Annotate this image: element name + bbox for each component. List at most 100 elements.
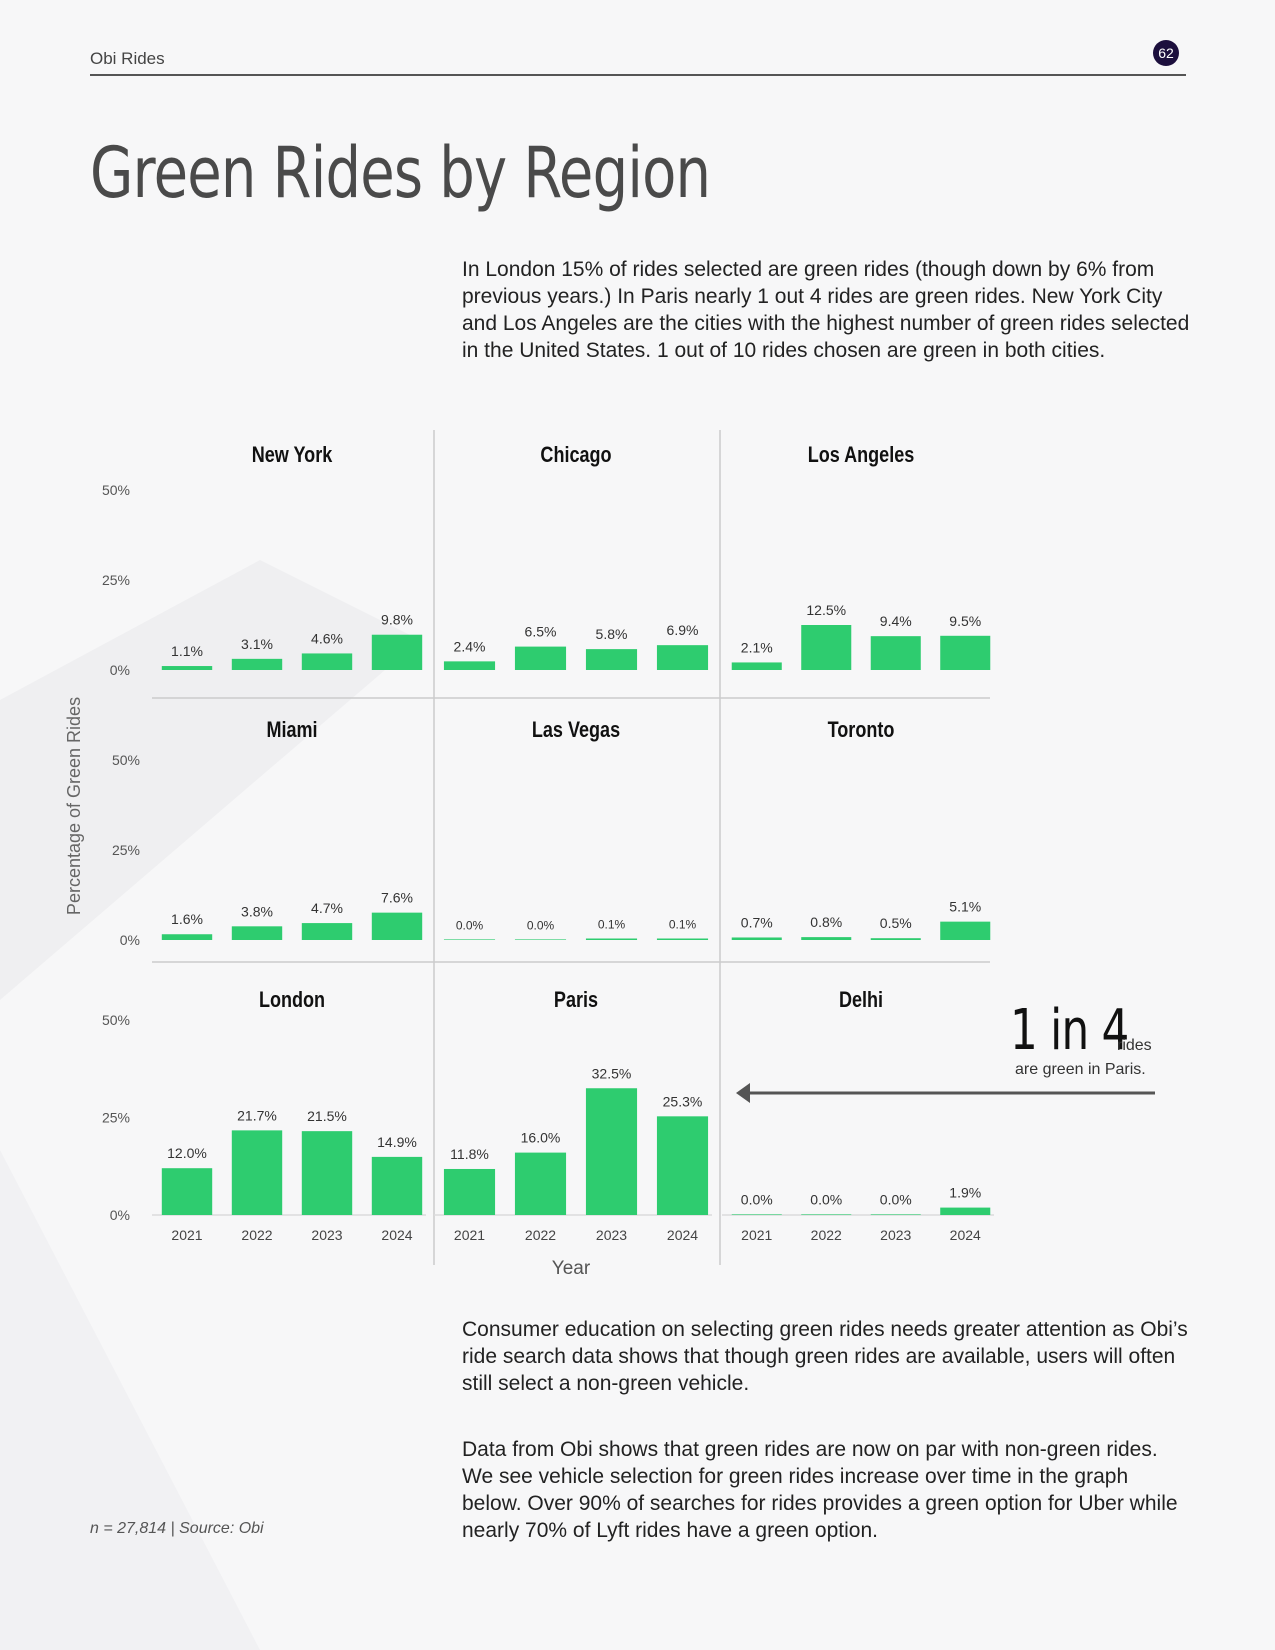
bar — [940, 921, 991, 940]
data-label: 4.7% — [311, 900, 343, 916]
bar — [371, 912, 423, 940]
y-tick-label: 25% — [102, 572, 130, 588]
y-tick-label: 0% — [110, 1207, 130, 1223]
bar — [301, 653, 353, 670]
data-label: 2.1% — [741, 639, 773, 655]
bar — [443, 661, 496, 670]
x-tick-label: 2021 — [454, 1227, 485, 1243]
data-label: 1.1% — [171, 643, 203, 659]
data-label: 0.8% — [810, 914, 842, 930]
data-label: 0.1% — [598, 918, 626, 932]
bar — [585, 938, 638, 940]
panel-title: Los Angeles — [808, 443, 915, 467]
bar — [301, 923, 353, 940]
bar — [870, 938, 921, 940]
callout-figure: 1 in 4 — [1010, 998, 1129, 1063]
x-axis-title: Year — [552, 1258, 591, 1279]
y-tick-label: 0% — [110, 662, 130, 678]
bar — [731, 1214, 782, 1215]
bar — [801, 625, 852, 670]
small-multiples-bar-chart: 0% 25% 50% 0% 25% 50% 0% 25% 50% New York 1.1% 3.1%… — [64, 430, 1155, 1279]
data-label: 11.8% — [450, 1146, 489, 1162]
header-divider — [90, 74, 1186, 76]
x-tick-label: 2024 — [667, 1227, 698, 1243]
y-axis-title: Percentage of Green Rides — [64, 697, 84, 915]
bar — [231, 926, 283, 940]
bar — [161, 1168, 213, 1215]
source-note: n = 27,814 | Source: Obi — [90, 1520, 264, 1537]
panel-title: Paris — [554, 988, 598, 1012]
bar — [940, 1207, 991, 1215]
bar — [231, 658, 283, 670]
data-label: 0.0% — [880, 1191, 912, 1207]
bar — [514, 939, 567, 940]
x-tick-label: 2022 — [241, 1227, 272, 1243]
data-label: 21.5% — [307, 1108, 347, 1124]
x-tick-label: 2021 — [741, 1227, 772, 1243]
data-label: 0.0% — [741, 1191, 773, 1207]
data-label: 0.0% — [456, 918, 484, 932]
bar — [371, 634, 423, 670]
y-tick-label: 50% — [102, 482, 130, 498]
page-title: Green Rides by Region — [90, 132, 711, 214]
panel-title: New York — [252, 443, 333, 467]
callout-arrow-head-icon — [736, 1083, 750, 1103]
data-label: 32.5% — [592, 1065, 632, 1081]
panel-title: Miami — [266, 718, 317, 742]
panel-title: Delhi — [839, 988, 883, 1012]
bar — [940, 635, 991, 670]
x-tick-label: 2022 — [525, 1227, 556, 1243]
x-tick-label: 2023 — [311, 1227, 342, 1243]
bar — [870, 1214, 921, 1215]
bar — [514, 1152, 567, 1215]
data-label: 1.6% — [171, 911, 203, 927]
data-label: 9.8% — [381, 612, 413, 628]
data-label: 9.5% — [949, 613, 981, 629]
intro-paragraph: In London 15% of rides selected are gree… — [462, 258, 1190, 362]
data-label: 1.9% — [949, 1185, 981, 1201]
panel-title: Chicago — [540, 443, 611, 467]
data-label: 12.0% — [167, 1145, 207, 1161]
y-tick-label: 25% — [112, 842, 140, 858]
data-label: 5.8% — [596, 626, 628, 642]
data-label: 4.6% — [311, 630, 343, 646]
bar — [870, 636, 921, 670]
data-label: 0.5% — [880, 915, 912, 931]
bar — [731, 662, 782, 670]
bar — [801, 937, 852, 940]
page-number-badge: 62 — [1153, 40, 1179, 66]
data-label: 2.4% — [454, 638, 486, 654]
y-tick-label: 25% — [102, 1110, 130, 1126]
data-label: 16.0% — [521, 1130, 561, 1146]
y-tick-label: 0% — [120, 932, 140, 948]
data-label: 5.1% — [949, 899, 981, 915]
bar — [656, 1116, 709, 1215]
data-label: 0.0% — [810, 1191, 842, 1207]
bar — [585, 649, 638, 670]
bar — [656, 645, 709, 670]
data-label: 6.5% — [525, 624, 557, 640]
data-label: 12.5% — [806, 602, 846, 618]
data-label: 21.7% — [237, 1107, 277, 1123]
data-label: 14.9% — [377, 1134, 417, 1150]
bar — [731, 937, 782, 940]
data-label: 3.1% — [241, 636, 273, 652]
data-label: 9.4% — [880, 613, 912, 629]
body-paragraph-data: Data from Obi shows that green rides are… — [462, 1438, 1178, 1542]
panel-title: Toronto — [828, 718, 895, 742]
x-tick-label: 2021 — [171, 1227, 202, 1243]
body-paragraph-education: Consumer education on selecting green ri… — [462, 1318, 1188, 1395]
data-label: 6.9% — [667, 622, 699, 638]
panel-title: London — [259, 988, 325, 1012]
x-tick-label: 2024 — [950, 1227, 981, 1243]
bar — [656, 938, 709, 940]
data-label: 0.1% — [669, 918, 697, 932]
panel-title: Las Vegas — [532, 718, 620, 742]
bar — [585, 1088, 638, 1215]
bar — [301, 1131, 353, 1215]
bar — [161, 934, 213, 940]
bar — [443, 939, 496, 940]
data-label: 7.6% — [381, 890, 413, 906]
x-tick-label: 2023 — [880, 1227, 911, 1243]
bar — [371, 1156, 423, 1215]
